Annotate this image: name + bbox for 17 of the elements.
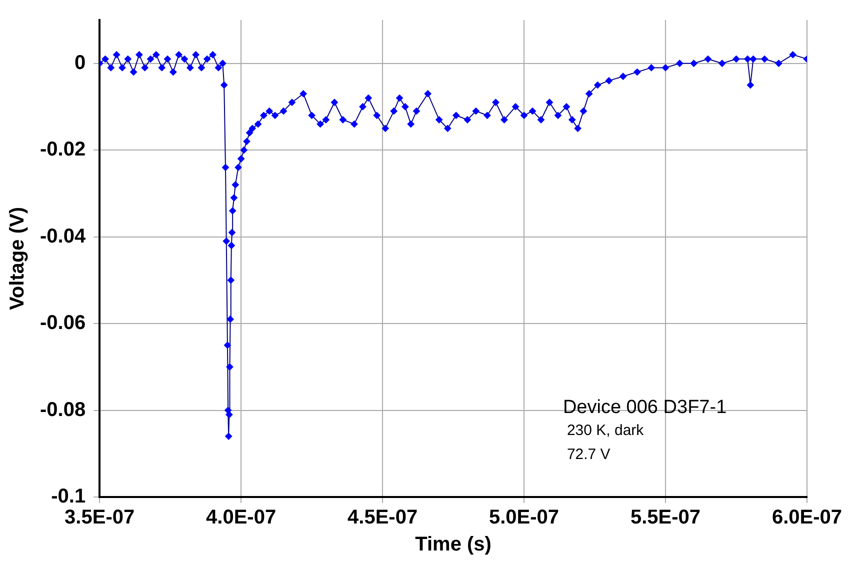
- x-tick-label: 3.5E-07: [64, 506, 135, 529]
- y-tick-label: -0.1: [51, 486, 86, 508]
- x-tick-label: 4.0E-07: [206, 506, 276, 529]
- y-tick-label: -0.02: [40, 138, 86, 161]
- x-tick-label: 5.0E-07: [489, 506, 560, 529]
- y-axis-title: Voltage (V): [6, 207, 29, 310]
- y-tick-label: 0: [74, 52, 86, 74]
- annotation: Device 006 D3F7-1: [562, 397, 727, 418]
- y-tick-label: -0.08: [40, 398, 86, 421]
- x-tick-label: 4.5E-07: [348, 506, 418, 529]
- x-axis-title: Time (s): [415, 534, 492, 556]
- annotation: 72.7 V: [566, 446, 610, 463]
- y-tick-label: -0.04: [40, 225, 86, 248]
- x-tick-label: 5.5E-07: [630, 506, 701, 529]
- x-tick-label: 6.0E-07: [772, 506, 842, 529]
- annotation: 230 K, dark: [566, 422, 644, 439]
- y-tick-label: -0.06: [40, 312, 86, 334]
